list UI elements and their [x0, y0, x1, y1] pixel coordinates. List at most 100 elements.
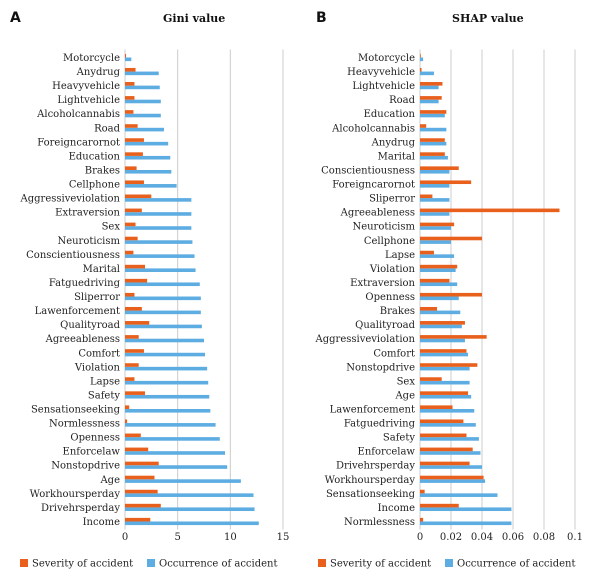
- bar-occurrence: [125, 99, 161, 104]
- chart-panel-a: A Gini value 0 5 10 15 Motorcycle Anydrug Heavyv…: [10, 10, 289, 570]
- x-tick-label: 0.06: [502, 532, 524, 543]
- bar-severity: [420, 503, 459, 508]
- bar-severity: [125, 489, 158, 494]
- bar-severity: [420, 278, 450, 283]
- legend-swatch-severity: [318, 559, 326, 567]
- category-label: Lapse: [90, 376, 120, 387]
- bar-occurrence: [420, 521, 512, 526]
- bar-occurrence: [420, 310, 461, 315]
- category-label: Comfort: [78, 348, 120, 359]
- category-label: Brakes: [380, 306, 415, 317]
- bar-severity: [420, 461, 470, 466]
- bar-severity: [125, 110, 134, 114]
- bar-occurrence: [125, 451, 226, 455]
- bar-occurrence: [125, 113, 161, 118]
- category-label: Nonstopdrive: [346, 362, 415, 373]
- category-label: Foreigncarornot: [37, 137, 120, 148]
- bar-severity: [125, 82, 135, 86]
- category-label: Workhoursperday: [325, 475, 416, 486]
- bar-severity: [420, 321, 465, 325]
- bar-occurrence: [420, 268, 456, 272]
- bar-severity: [125, 222, 136, 227]
- bar-occurrence: [420, 57, 424, 62]
- bar-occurrence: [125, 127, 164, 132]
- bar-occurrence: [125, 155, 171, 160]
- x-tick-label: 0.08: [533, 532, 555, 543]
- bar-occurrence: [125, 254, 195, 258]
- category-label: Heavyvehicle: [347, 67, 415, 78]
- bar-severity: [420, 250, 434, 255]
- bar-severity: [420, 377, 442, 381]
- category-label: Workhoursperday: [30, 489, 121, 500]
- bar-severity: [125, 264, 146, 269]
- category-label: Neuroticism: [57, 236, 120, 247]
- bar-severity: [125, 292, 135, 297]
- category-label: Safety: [383, 433, 415, 444]
- bar-severity: [420, 96, 442, 100]
- bar-occurrence: [420, 451, 481, 455]
- bar-severity: [125, 278, 148, 283]
- category-label: Income: [378, 503, 415, 514]
- category-label: Violation: [74, 362, 121, 373]
- category-label: Sliperror: [369, 194, 415, 205]
- bar-occurrence: [420, 155, 448, 160]
- category-label: Sliperror: [74, 292, 120, 303]
- category-label: Marital: [83, 264, 120, 275]
- bar-severity: [420, 67, 422, 72]
- bar-occurrence: [420, 296, 459, 301]
- bar-occurrence: [125, 296, 201, 301]
- bar-severity: [125, 194, 152, 199]
- bar-occurrence: [125, 282, 200, 287]
- bar-severity: [420, 447, 473, 452]
- bar-occurrence: [125, 423, 216, 427]
- bar-severity: [420, 264, 458, 269]
- bar-severity: [125, 208, 142, 213]
- bar-occurrence: [420, 394, 472, 399]
- x-tick-label: 5: [174, 532, 180, 543]
- bar-severity: [125, 517, 151, 522]
- bar-severity: [125, 180, 144, 185]
- panel-label: B: [316, 10, 327, 26]
- category-label: Anydrug: [371, 137, 416, 148]
- category-label: Sensationseeking: [31, 405, 121, 416]
- bar-occurrence: [125, 479, 241, 483]
- bar-occurrence: [420, 254, 455, 258]
- bar-occurrence: [125, 71, 159, 76]
- bar-occurrence: [125, 380, 209, 385]
- bar-severity: [125, 138, 144, 142]
- bar-occurrence: [125, 352, 206, 357]
- bar-severity: [125, 236, 138, 241]
- bar-occurrence: [125, 437, 220, 441]
- bar-severity: [125, 124, 138, 128]
- category-label: Conscientiousness: [321, 165, 415, 176]
- category-label: Alcoholcannabis: [36, 109, 120, 120]
- bar-severity: [420, 489, 425, 494]
- bar-occurrence: [420, 409, 475, 413]
- bar-occurrence: [125, 493, 254, 497]
- bar-occurrence: [420, 71, 434, 76]
- category-label: Comfort: [373, 348, 415, 359]
- bar-severity: [420, 475, 484, 480]
- bar-severity: [125, 152, 143, 156]
- category-label: Education: [364, 109, 416, 120]
- bar-severity: [125, 53, 127, 58]
- bar-severity: [420, 335, 487, 339]
- bar-occurrence: [125, 141, 169, 146]
- bar-severity: [125, 335, 139, 339]
- bar-occurrence: [420, 324, 462, 329]
- category-label: Agreeableness: [340, 208, 415, 219]
- bar-occurrence: [125, 226, 192, 230]
- bar-occurrence: [420, 423, 476, 427]
- bar-severity: [125, 363, 139, 367]
- bar-severity: [420, 194, 433, 199]
- category-label: Conscientiousness: [26, 250, 120, 261]
- bar-occurrence: [420, 113, 445, 118]
- bar-occurrence: [420, 240, 451, 244]
- bar-severity: [125, 461, 159, 466]
- bar-occurrence: [125, 212, 192, 216]
- legend-label-severity: Severity of accident: [32, 559, 133, 570]
- category-label: Anydrug: [76, 67, 121, 78]
- chart-title: SHAP value: [452, 12, 524, 25]
- category-label: Drivehrsperday: [41, 503, 120, 514]
- bar-severity: [420, 433, 467, 438]
